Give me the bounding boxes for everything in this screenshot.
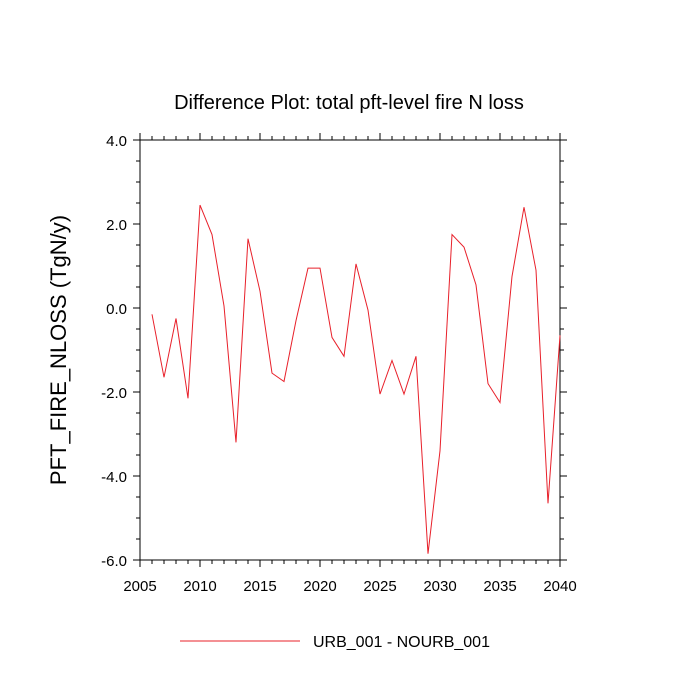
y-tick-label: 4.0 <box>106 133 127 150</box>
axis-ticks <box>133 133 567 567</box>
series-group <box>151 204 561 554</box>
y-tick-label: -6.0 <box>101 553 127 570</box>
y-tick-label: -2.0 <box>101 385 127 402</box>
y-axis-label: PFT_FIRE_NLOSS (TgN/y) <box>46 215 71 485</box>
x-tick-label: 2005 <box>123 578 156 595</box>
x-tick-label: 2025 <box>363 578 396 595</box>
chart-title: Difference Plot: total pft-level fire N … <box>174 92 524 114</box>
y-tick-label: -4.0 <box>101 469 127 486</box>
x-tick-label: 2035 <box>483 578 516 595</box>
x-tick-label: 2020 <box>303 578 336 595</box>
axis-tick-labels: 2005 2010 2015 2020 2025 2030 2035 2040 -6.0 -4.0… <box>101 133 577 595</box>
x-tick-label: 2015 <box>243 578 276 595</box>
legend-label: URB_001 - NOURB_001 <box>313 634 490 651</box>
y-tick-label: 0.0 <box>106 301 127 318</box>
y-tick-label: 2.0 <box>106 217 127 234</box>
x-tick-label: 2030 <box>423 578 456 595</box>
x-tick-label: 2010 <box>183 578 216 595</box>
series-line <box>151 204 561 554</box>
legend: URB_001 - NOURB_001 <box>180 634 490 651</box>
x-tick-label: 2040 <box>543 578 576 595</box>
plot-frame <box>139 139 561 561</box>
